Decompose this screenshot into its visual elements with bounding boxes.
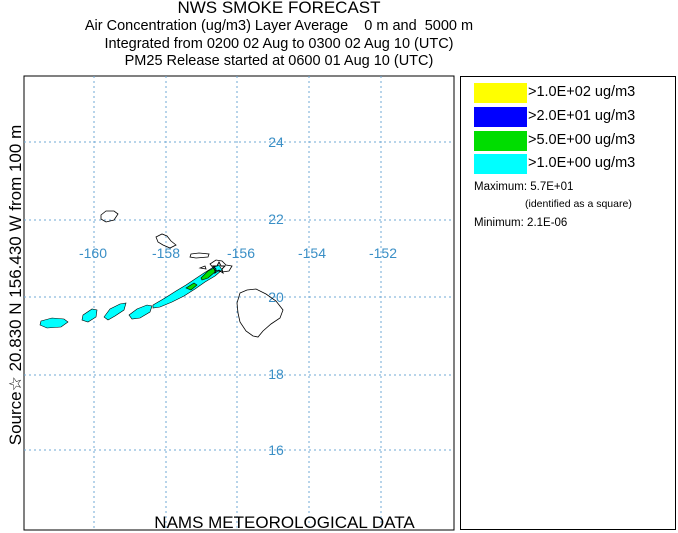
- legend-swatch: [474, 107, 527, 127]
- legend-label: >1.0E+00 ug/m3: [528, 155, 636, 171]
- legend-item: >1.0E+02 ug/m3: [474, 83, 674, 103]
- lat-label: 20: [268, 289, 284, 305]
- legend-item: >2.0E+01 ug/m3: [474, 107, 674, 127]
- concentration-subtitle: Air Concentration (ug/m3) Layer Average …: [84, 18, 474, 34]
- lat-label: 18: [268, 366, 284, 382]
- release-info: PM25 Release started at 0600 01 Aug 10 (…: [124, 53, 434, 69]
- maximum-label: Maximum:: [474, 181, 528, 193]
- lon-label: -158: [152, 245, 180, 261]
- integration-period: Integrated from 0200 02 Aug to 0300 02 A…: [104, 36, 454, 52]
- maximum-note: (identified as a square): [525, 198, 632, 210]
- minimum-value: 2.1E-06: [527, 217, 568, 229]
- source-location-label: Source☆ 20.830 N 156.430 W from 100 m: [6, 124, 25, 446]
- legend-swatch: [474, 154, 527, 174]
- forecast-title: NWS SMOKE FORECAST: [177, 0, 381, 17]
- lon-label: -152: [369, 245, 397, 261]
- hawaii-coastlines: [100, 210, 284, 338]
- legend-label: >5.0E+00 ug/m3: [528, 132, 636, 148]
- legend-item: >1.0E+00 ug/m3: [474, 154, 674, 174]
- minimum-label: Minimum:: [474, 217, 524, 229]
- lon-label: -160: [79, 245, 107, 261]
- legend-item: >5.0E+00 ug/m3: [474, 131, 674, 151]
- lat-label: 24: [268, 134, 284, 150]
- star-icon: [211, 260, 227, 275]
- minimum-stat: Minimum: 2.1E-06: [474, 217, 567, 229]
- grid-lines: [24, 76, 454, 530]
- lon-label: -154: [298, 245, 326, 261]
- lat-label: 16: [268, 442, 284, 458]
- legend-swatch: [474, 131, 527, 151]
- maximum-value: 5.7E+01: [530, 181, 574, 193]
- legend-swatch: [474, 83, 527, 103]
- lat-label: 22: [268, 211, 284, 227]
- map-frame: [23, 75, 455, 531]
- smoke-core: [185, 267, 216, 291]
- meteorological-data-label: NAMS METEOROLOGICAL DATA: [154, 513, 415, 532]
- legend-label: >1.0E+02 ug/m3: [528, 84, 636, 100]
- legend-label: >2.0E+01 ug/m3: [528, 108, 636, 124]
- legend-panel: >1.0E+02 ug/m3 >2.0E+01 ug/m3 >5.0E+00 u…: [460, 76, 676, 530]
- lon-label: -156: [227, 245, 255, 261]
- maximum-stat: Maximum: 5.7E+01: [474, 181, 573, 193]
